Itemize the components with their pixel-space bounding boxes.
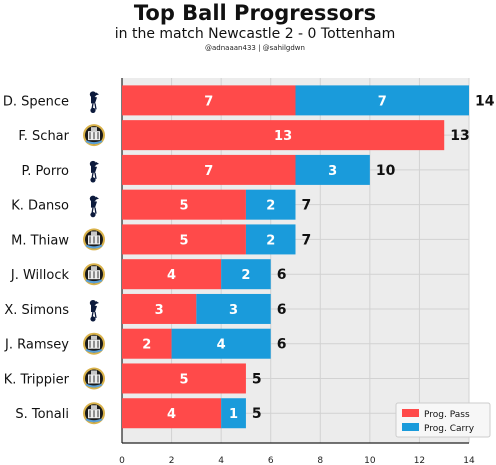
x-tick-label: 2 xyxy=(169,456,175,465)
newcastle-crest-icon xyxy=(83,332,105,355)
carry-value-label: 2 xyxy=(266,199,275,214)
x-tick-label: 14 xyxy=(463,456,475,465)
carry-value-label: 7 xyxy=(378,94,387,109)
total-value-label: 7 xyxy=(302,232,312,248)
total-value-label: 13 xyxy=(450,128,469,144)
player-label: X. Simons xyxy=(4,303,69,318)
pass-value-label: 13 xyxy=(274,129,292,144)
legend-swatch xyxy=(402,423,419,431)
newcastle-crest-icon xyxy=(83,367,105,390)
total-value-label: 10 xyxy=(376,163,396,179)
total-value-label: 5 xyxy=(252,371,262,387)
pass-bar xyxy=(122,363,246,394)
newcastle-crest-icon xyxy=(83,402,105,425)
pass-value-label: 4 xyxy=(167,268,176,283)
total-value-label: 6 xyxy=(277,302,287,318)
tottenham-crest-icon xyxy=(89,91,99,113)
legend-swatch xyxy=(402,409,419,417)
legend-box xyxy=(395,402,491,438)
pass-bar xyxy=(122,259,222,290)
total-value-label: 5 xyxy=(252,406,262,422)
tottenham-crest-icon xyxy=(89,160,99,183)
pass-bar xyxy=(122,120,445,151)
total-value-label: 7 xyxy=(302,198,312,214)
pass-value-label: 5 xyxy=(179,199,188,214)
carry-bar xyxy=(171,328,271,359)
carry-bar xyxy=(295,85,469,116)
chart-title: Top Ball Progressors xyxy=(133,1,377,25)
pass-bar xyxy=(122,328,172,359)
carry-bar xyxy=(221,259,271,290)
total-value-label: 6 xyxy=(277,337,287,353)
player-label: J. Willock xyxy=(10,268,70,283)
pass-bar xyxy=(122,293,197,324)
pass-value-label: 5 xyxy=(179,372,188,387)
x-tick-label: 10 xyxy=(364,456,376,465)
carry-value-label: 2 xyxy=(266,233,275,248)
total-value-label: 14 xyxy=(475,93,495,109)
x-tick-label: 4 xyxy=(218,456,224,465)
pass-value-label: 3 xyxy=(155,303,164,318)
carry-value-label: 3 xyxy=(328,164,337,179)
carry-value-label: 4 xyxy=(217,338,226,353)
player-label: S. Tonali xyxy=(15,407,69,422)
pass-value-label: 7 xyxy=(204,164,213,179)
newcastle-crest-icon xyxy=(83,228,105,251)
pass-bar xyxy=(122,398,222,429)
player-label: J. Ramsey xyxy=(4,338,69,353)
player-label: M. Thiaw xyxy=(11,233,69,248)
carry-bar xyxy=(295,154,370,185)
pass-bar xyxy=(122,224,246,255)
tottenham-crest-icon xyxy=(89,195,99,218)
player-label: P. Porro xyxy=(21,164,69,179)
tottenham-crest-icon xyxy=(89,299,99,322)
newcastle-crest-icon xyxy=(83,124,105,147)
carry-value-label: 2 xyxy=(241,268,250,283)
pass-bar xyxy=(122,85,296,116)
total-value-label: 6 xyxy=(277,267,287,283)
x-tick-label: 6 xyxy=(268,456,274,465)
pass-bar xyxy=(122,189,246,220)
carry-bar xyxy=(245,189,296,220)
pass-bar xyxy=(122,154,296,185)
player-label: K. Danso xyxy=(11,199,69,214)
player-label: K. Trippier xyxy=(4,372,70,387)
carry-bar xyxy=(245,224,296,255)
chart-credits: @adnaaan433 | @sahilgdwn xyxy=(205,44,305,52)
x-tick-label: 12 xyxy=(414,456,425,465)
carry-bar xyxy=(221,398,246,429)
carry-value-label: 3 xyxy=(229,303,238,318)
pass-value-label: 2 xyxy=(142,338,151,353)
player-label: F. Schar xyxy=(18,129,69,144)
x-tick-label: 0 xyxy=(119,456,125,465)
carry-value-label: 1 xyxy=(229,407,238,422)
x-tick-label: 8 xyxy=(317,456,323,465)
player-label: D. Spence xyxy=(3,94,69,109)
chart-subtitle: in the match Newcastle 2 - 0 Tottenham xyxy=(114,26,396,42)
newcastle-crest-icon xyxy=(83,263,105,286)
pass-value-label: 5 xyxy=(179,233,188,248)
pass-value-label: 4 xyxy=(167,407,176,422)
carry-bar xyxy=(196,293,271,324)
legend-label: Prog. Pass xyxy=(424,410,470,420)
legend-label: Prog. Carry xyxy=(424,424,475,434)
pass-value-label: 7 xyxy=(204,94,213,109)
